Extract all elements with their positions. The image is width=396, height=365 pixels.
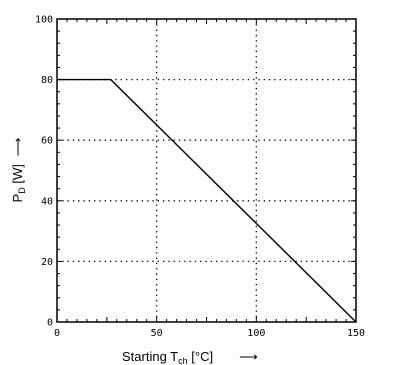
series-group [57,78,357,323]
y-tick-label: 80 [41,75,53,86]
x-axis-arrow: ⟶ [239,349,258,364]
x-axis-label-unit: [°C] [188,349,213,364]
series-line [57,78,357,323]
y-axis-label-unit: [W] [10,164,25,187]
x-axis-label-sub: ch [178,356,188,365]
grid [57,19,356,322]
plot-frame [56,18,357,323]
x-tick-label: 150 [347,328,365,339]
y-tick-label: 0 [47,318,53,329]
y-axis-arrow: ⟶ [10,138,25,157]
minor-ticks [56,18,357,323]
y-axis-label-main: P [10,194,25,203]
y-axis-label: PD [W] ⟶ [10,138,27,203]
x-tick-label: 100 [247,328,265,339]
x-tick-label: 0 [54,328,60,339]
x-tick-labels: 0 50 100 150 [54,328,365,339]
y-tick-label: 60 [41,136,53,147]
y-tick-label: 100 [35,15,53,26]
y-tick-label: 20 [41,257,53,268]
y-tick-labels: 0 20 40 60 80 100 [35,15,53,329]
y-axis-label-sub: D [17,187,27,194]
svg-text:PD [W]⟶: PD [W] ⟶ [10,138,27,203]
y-tick-label: 40 [41,196,53,207]
x-axis-label-main: Starting T [122,349,178,364]
x-tick-label: 50 [151,328,163,339]
x-axis-label: Starting Tch [°C] ⟶ [122,349,258,365]
